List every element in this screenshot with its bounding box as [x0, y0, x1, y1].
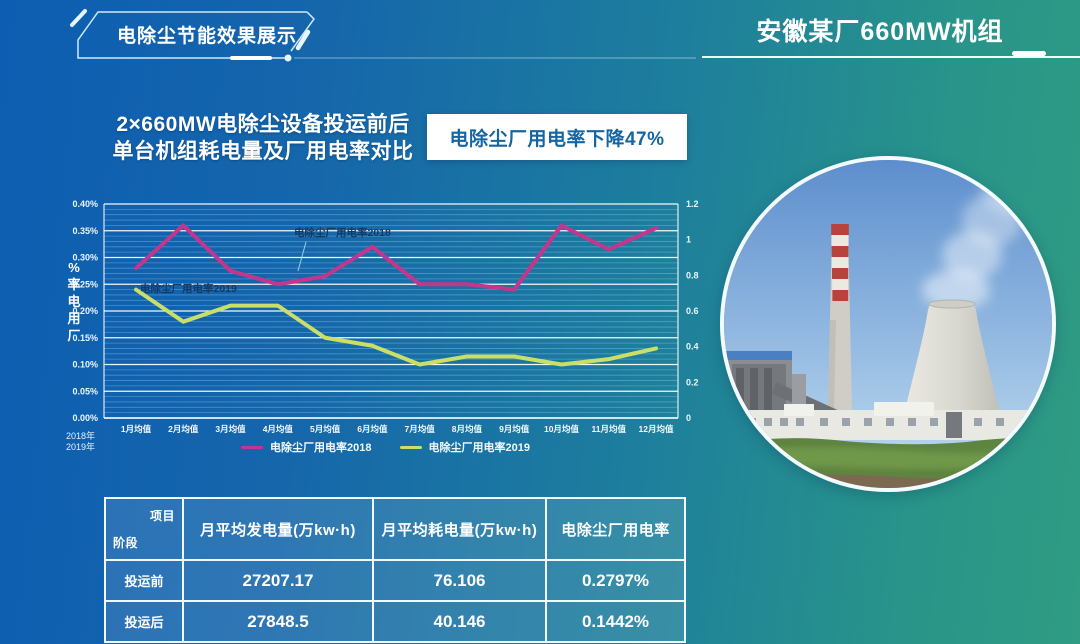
table-row-before: 投运前 27207.17 76.106 0.2797%: [104, 559, 686, 602]
cell-before-rate: 0.2797%: [545, 559, 686, 602]
series-line-2: [134, 287, 658, 367]
x-tick-label: 1月均值: [121, 424, 152, 434]
x-tick-label: 7月均值: [405, 424, 436, 434]
x-tick-label: 10月均值: [544, 424, 579, 434]
header-underline: [702, 56, 1080, 58]
x-tick-label: 5月均值: [310, 424, 341, 434]
y-tick-label-left: 0.25%: [72, 279, 98, 289]
cell-before-consumption: 76.106: [372, 559, 547, 602]
y-tick-label-right: 0.8: [686, 270, 699, 280]
x-axis-year-label: 2018年: [66, 430, 95, 441]
legend-label: 电除尘厂用电率2019: [428, 442, 530, 454]
section-title-line1: 2×660MW电除尘设备投运前后: [116, 113, 410, 136]
plant-photo-svg: [724, 160, 1052, 488]
y-tick-label-left: 0.10%: [72, 360, 98, 370]
x-tick-label: 8月均值: [452, 424, 483, 434]
x-axis-year-label: 2019年: [66, 441, 95, 452]
table-corner-cell: 项目 阶段: [104, 497, 184, 561]
header-plant-title: 安徽某厂660MW机组: [756, 18, 1004, 46]
y-axis-title-char: %: [68, 260, 80, 275]
column-header-consumption: 月平均耗电量(万kw·h): [372, 497, 547, 561]
y-tick-label-left: 0.05%: [72, 386, 98, 396]
corner-label-stage: 阶段: [113, 536, 139, 550]
section-title-line2: 单台机组耗电量及厂用电率对比: [112, 140, 414, 163]
chart-svg: 0.40%0.35%0.30%0.25%0.20%0.15%0.10%0.05%…: [66, 199, 699, 452]
cell-after-rate: 0.1442%: [545, 600, 686, 643]
x-tick-label: 4月均值: [263, 424, 294, 434]
y-tick-label-left: 0.00%: [72, 413, 98, 423]
y-tick-label-right: 0.4: [686, 342, 699, 352]
chart-legend: 电除尘厂用电率2018 电除尘厂用电率2019: [58, 439, 713, 455]
y-tick-label-right: 1.2: [686, 199, 699, 209]
legend-swatch-icon: [241, 445, 264, 449]
legend-label: 电除尘厂用电率2018: [270, 442, 372, 454]
corner-label-project: 项目: [149, 509, 175, 523]
y-axis-title-char: 电: [67, 294, 80, 309]
legend-item: 电除尘厂用电率2019: [399, 439, 530, 455]
x-tick-label: 12月均值: [639, 424, 674, 434]
header-underline-dash-icon: [1012, 51, 1046, 56]
column-header-generation: 月平均发电量(万kw·h): [182, 497, 374, 561]
y-tick-label-right: 0.2: [686, 377, 699, 387]
plant-photo: [720, 156, 1056, 492]
badge-frame-icon: [70, 9, 696, 62]
table-row-after: 投运后 27848.5 40.146 0.1442%: [104, 600, 686, 643]
y-tick-label-left: 0.20%: [72, 306, 98, 316]
x-tick-label: 3月均值: [215, 424, 246, 434]
data-table: 项目 阶段 月平均发电量(万kw·h) 月平均耗电量(万kw·h) 电除尘厂用电…: [104, 497, 686, 643]
x-tick-label: 6月均值: [357, 424, 388, 434]
y-tick-label-right: 1: [686, 235, 691, 245]
legend-item: 电除尘厂用电率2018: [241, 439, 372, 455]
y-tick-label-left: 0.35%: [72, 226, 98, 236]
y-tick-label-left: 0.15%: [72, 333, 98, 343]
row-label-after: 投运后: [104, 600, 184, 643]
x-tick-label: 11月均值: [591, 424, 626, 434]
column-header-rate: 电除尘厂用电率: [545, 497, 686, 561]
x-tick-label: 2月均值: [168, 424, 199, 434]
y-axis-title-char: 用: [66, 311, 80, 326]
y-tick-label-right: 0.6: [686, 306, 699, 316]
header-badge: 电除尘节能效果展示: [58, 8, 718, 72]
chart-annotation: 电除尘厂用电率2019: [140, 282, 237, 295]
grass-field: [724, 437, 1052, 488]
section-title: 2×660MW电除尘设备投运前后 单台机组耗电量及厂用电率对比: [96, 111, 430, 165]
annotation-leader-line: [297, 241, 307, 272]
chart-annotation: 电除尘厂用电率2018: [294, 226, 391, 239]
series-line-1: [134, 223, 658, 292]
x-tick-label: 9月均值: [499, 424, 530, 434]
cell-after-generation: 27848.5: [182, 600, 374, 643]
legend-swatch-icon: [399, 445, 422, 449]
cooling-tower-icon: [901, 299, 1003, 426]
cell-after-consumption: 40.146: [372, 600, 547, 643]
chimney-icon: [828, 224, 852, 412]
line-chart: 0.40% 0.35% 0.30% 0.25% 0.20% 0.15% 0.10% 0.05%…: [58, 192, 713, 460]
plant-buildings: [738, 402, 1038, 440]
cell-before-generation: 27207.17: [182, 559, 374, 602]
highlight-label: 电除尘厂用电率下降47%: [449, 128, 665, 150]
y-axis-title-char: 厂: [67, 328, 80, 343]
badge-label: 电除尘节能效果展示: [116, 26, 297, 47]
highlight-box: 电除尘厂用电率下降47%: [427, 114, 687, 160]
y-tick-label-left: 0.40%: [72, 199, 98, 209]
y-tick-label-right: 0: [686, 413, 691, 423]
y-axis-title-char: 率: [67, 277, 80, 292]
y-tick-label-left: 0.30%: [72, 253, 98, 263]
row-label-before: 投运前: [104, 559, 184, 602]
